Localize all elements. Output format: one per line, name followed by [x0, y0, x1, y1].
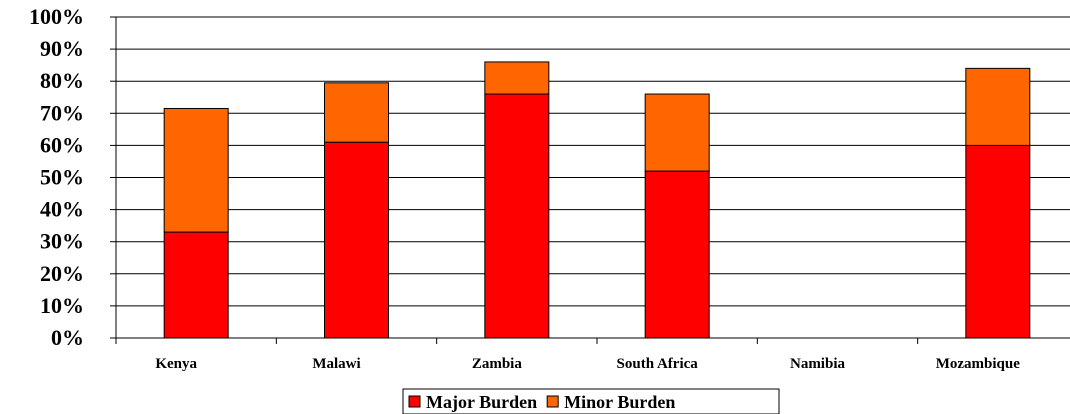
x-tick-label: South Africa [617, 356, 699, 372]
x-tick-label: Namibia [790, 356, 846, 372]
y-axis-tick-labels: 0% 10% 20% 30% 40% 50% 60% 70% 80% 90% 100% [29, 4, 116, 350]
y-tick-label: 60% [40, 132, 84, 157]
bar-segment-minor [965, 67, 1031, 146]
y-tick-label: 20% [40, 261, 84, 286]
legend-label: Major Burden [426, 392, 537, 412]
legend-box [402, 388, 780, 414]
y-tick-label: 0% [51, 325, 84, 350]
y-tick-label: 10% [40, 293, 84, 318]
bar-segment-major [644, 170, 710, 339]
y-tick-label: 70% [40, 100, 84, 125]
x-tick-label: Malawi [312, 356, 360, 372]
legend-label: Minor Burden [564, 392, 675, 412]
y-tick-label: 50% [40, 165, 84, 190]
x-tick-label: Mozambique [936, 356, 1021, 372]
x-tick-label: Zambia [472, 356, 523, 372]
bar-segment-major [484, 93, 550, 339]
legend-swatch [408, 395, 421, 408]
y-tick-label: 100% [29, 4, 84, 29]
y-tick-label: 80% [40, 68, 84, 93]
bar-segment-minor [324, 82, 389, 143]
bar-segment-major [324, 141, 389, 339]
y-tick-label: 90% [40, 36, 84, 61]
legend-swatch [546, 395, 559, 408]
y-tick-label: 30% [40, 229, 84, 254]
bar-segment-minor [644, 93, 710, 172]
y-tick-label: 40% [40, 197, 84, 222]
legend: Major Burden Minor Burden [402, 388, 780, 414]
x-tick-label: Kenya [155, 356, 197, 372]
bars [163, 61, 1031, 339]
bar-segment-major [965, 144, 1031, 339]
bar-segment-minor [163, 107, 229, 233]
bar-segment-major [163, 231, 229, 339]
x-axis-tick-labels: Kenya Malawi Zambia South Africa Namibia Moza… [115, 338, 1021, 372]
gridlines [116, 16, 1070, 307]
bar-segment-minor [484, 61, 550, 95]
